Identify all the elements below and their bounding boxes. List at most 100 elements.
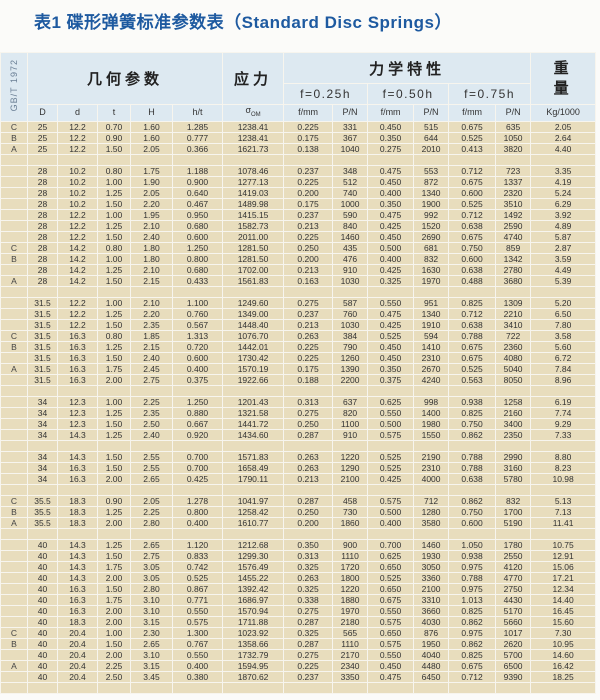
table-cell: 2.50: [130, 417, 173, 430]
table-cell: 1711.88: [222, 615, 285, 628]
grade-cell: [0, 296, 28, 309]
table-cell: [332, 483, 369, 496]
table-cell: 0.263: [283, 461, 334, 474]
table-cell: 1340: [413, 307, 450, 320]
table-cell: 1.00: [97, 175, 131, 188]
col-sigma: σOM: [222, 104, 285, 122]
table-cell: 1017: [495, 626, 532, 639]
table-cell: 0.920: [171, 428, 224, 441]
table-row: 28 12.2 1.50 2.40 0.600 2011.00 0.225 1460 0.450…: [0, 230, 597, 243]
table-row: 34 16.3 2.00 2.65 0.425 1790.11 0.213 2100 0.425…: [0, 472, 597, 485]
table-cell: 0.400: [171, 362, 224, 375]
table-cell: [222, 527, 285, 540]
col-weight: Kg/1000: [530, 104, 597, 122]
table-cell: 1100: [332, 417, 369, 430]
table-cell: 331: [332, 120, 369, 133]
table-cell: 7.33: [530, 428, 597, 441]
table-cell: 6500: [495, 659, 532, 672]
table-cell: 1489.98: [222, 197, 285, 210]
table-cell: 0.563: [448, 373, 497, 386]
table-cell: 2.10: [130, 263, 173, 276]
table-cell: 1280: [413, 505, 450, 518]
table-cell: 1.50: [97, 450, 131, 463]
table-cell: 25: [27, 131, 58, 144]
table-cell: 1.278: [171, 494, 224, 507]
table-cell: 2.10: [130, 219, 173, 232]
table-cell: 3160: [495, 461, 532, 474]
table-cell: 0.450: [367, 230, 415, 243]
table-cell: 2.80: [130, 516, 173, 529]
table-cell: 0.700: [171, 450, 224, 463]
grade-cell: [0, 230, 28, 243]
table-cell: 0.350: [283, 538, 334, 551]
table-cell: 17.21: [530, 571, 597, 584]
table-cell: 1930: [413, 549, 450, 562]
grade-cell: B: [0, 505, 28, 518]
table-cell: 16.45: [530, 604, 597, 617]
table-cell: 1.25: [97, 340, 131, 353]
table-cell: 2.65: [130, 637, 173, 650]
table-cell: 1686.97: [222, 593, 285, 606]
table-row: 31.5 12.2 1.00 2.10 1.100 1249.60 0.275 587 0.55…: [0, 296, 597, 309]
table-cell: [448, 285, 497, 298]
table-cell: 5.39: [530, 274, 597, 287]
table-cell: 367: [332, 131, 369, 144]
table-cell: 0.825: [448, 604, 497, 617]
table-cell: 40: [27, 615, 58, 628]
table-cell: 730: [332, 505, 369, 518]
table-cell: 3.10: [130, 604, 173, 617]
table-cell: 0.938: [448, 549, 497, 562]
table-cell: 0.880: [171, 406, 224, 419]
table-cell: 0.287: [283, 494, 334, 507]
table-cell: 0.575: [171, 615, 224, 628]
table-cell: 4030: [413, 615, 450, 628]
table-cell: 951: [413, 296, 450, 309]
table-cell: 2180: [332, 615, 369, 628]
table-cell: 723: [495, 164, 532, 177]
table-cell: 0.475: [367, 208, 415, 221]
table-cell: 6.50: [530, 307, 597, 320]
table-cell: 0.525: [448, 197, 497, 210]
table-row: 34 14.3 1.50 2.55 0.700 1571.83 0.263 1220 0.525…: [0, 450, 597, 463]
table-cell: 0.188: [283, 373, 334, 386]
table-cell: 0.650: [367, 626, 415, 639]
table-cell: 0.862: [448, 428, 497, 441]
table-cell: 587: [332, 296, 369, 309]
table-cell: 0.767: [171, 637, 224, 650]
table-cell: 0.225: [283, 340, 334, 353]
table-cell: 0.275: [283, 648, 334, 661]
table-cell: 0.80: [97, 241, 131, 254]
table-cell: 28: [27, 164, 58, 177]
table-cell: 1110: [332, 637, 369, 650]
table-cell: [448, 681, 497, 694]
table-cell: 3.15: [130, 615, 173, 628]
table-cell: 28: [27, 241, 58, 254]
table-cell: 2340: [332, 659, 369, 672]
table-cell: 40: [27, 626, 58, 639]
table-cell: [283, 483, 334, 496]
table-cell: 1.25: [97, 538, 131, 551]
table-cell: 40: [27, 670, 58, 683]
table-cell: 1238.41: [222, 131, 285, 144]
table-cell: 7.74: [530, 406, 597, 419]
grade-cell: [0, 483, 28, 496]
table-cell: 1870.62: [222, 670, 285, 683]
table-cell: [222, 681, 285, 694]
table-row: 28 10.2 0.80 1.75 1.188 1078.46 0.237 348 0.475 5…: [0, 164, 597, 177]
table-cell: 0.250: [283, 417, 334, 430]
table-cell: 0.237: [283, 208, 334, 221]
table-cell: 34: [27, 417, 58, 430]
table-cell: 1358.66: [222, 637, 285, 650]
table-cell: 4.89: [530, 219, 597, 232]
table-cell: 6.72: [530, 351, 597, 364]
table-cell: 0.675: [448, 340, 497, 353]
grade-cell: C: [0, 626, 28, 639]
table-cell: 0.467: [171, 197, 224, 210]
table-cell: 1076.70: [222, 329, 285, 342]
table-cell: 12.2: [57, 208, 98, 221]
mechanical-header: 力学特性: [283, 52, 532, 84]
table-body: C 25 12.2 0.70 1.60 1.285 1238.41 0.225 331 0.450…: [0, 120, 597, 694]
table-cell: 0.862: [448, 615, 497, 628]
grade-cell: A: [0, 516, 28, 529]
table-cell: 3.05: [130, 560, 173, 573]
